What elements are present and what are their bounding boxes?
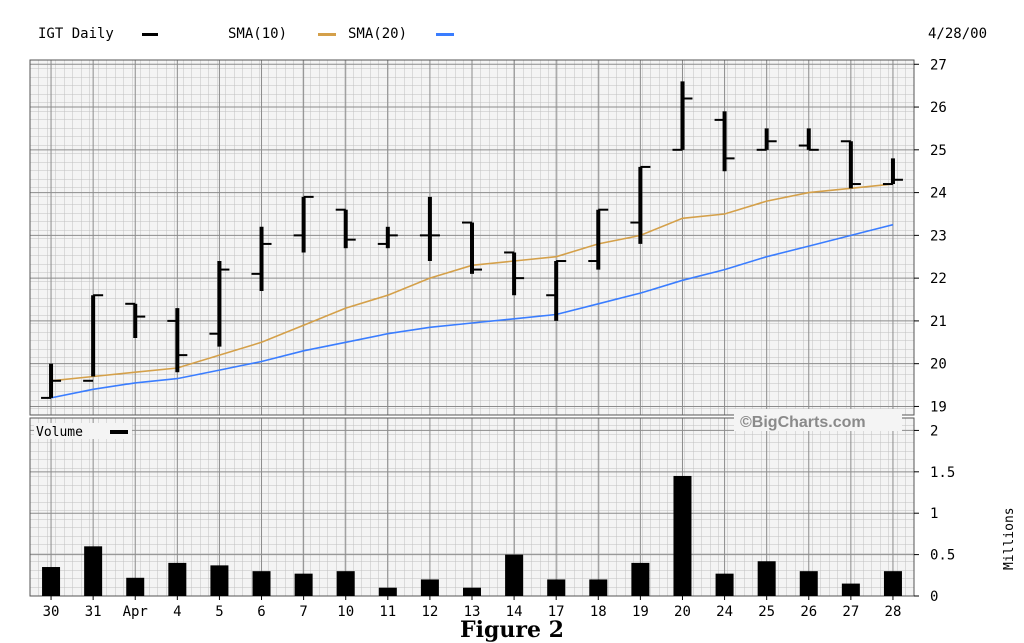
volume-bar bbox=[378, 587, 397, 596]
price-tick-label: 21 bbox=[930, 314, 947, 330]
x-tick-label: 4 bbox=[173, 604, 181, 620]
volume-bar bbox=[757, 561, 776, 596]
price-tick-label: 22 bbox=[930, 271, 947, 287]
volume-tick-label: 0.5 bbox=[930, 548, 955, 564]
x-tick-label: 7 bbox=[299, 604, 307, 620]
volume-bar bbox=[631, 562, 650, 596]
legend-volume-swatch bbox=[110, 430, 128, 434]
price-tick-label: 27 bbox=[930, 57, 947, 73]
price-tick-label: 23 bbox=[930, 228, 947, 244]
x-tick-label: 26 bbox=[800, 604, 817, 620]
price-axis-ticks: 27 26 25 24 23 22 21 20 19 bbox=[914, 57, 947, 415]
volume-bar bbox=[420, 579, 439, 596]
x-tick-label: 27 bbox=[842, 604, 859, 620]
volume-legend-background bbox=[34, 423, 132, 439]
price-tick-label: 19 bbox=[930, 399, 947, 415]
volume-tick-label: 2 bbox=[930, 423, 938, 439]
x-tick-label: 10 bbox=[337, 604, 354, 620]
x-tick-label: 13 bbox=[464, 604, 481, 620]
x-tick-label: 12 bbox=[421, 604, 438, 620]
volume-bar bbox=[210, 565, 229, 596]
volume-tick-label: 0 bbox=[930, 589, 938, 605]
x-tick-label: 25 bbox=[758, 604, 775, 620]
x-tick-label: 18 bbox=[590, 604, 607, 620]
volume-bar bbox=[547, 579, 566, 596]
chart-date: 4/28/00 bbox=[928, 26, 987, 42]
volume-axis-ticks: 2 1.5 1 0.5 0 bbox=[914, 423, 955, 605]
legend-igt-daily-swatch bbox=[142, 33, 158, 36]
x-tick-label: 20 bbox=[674, 604, 691, 620]
volume-unit-label: Millions bbox=[1002, 507, 1017, 570]
volume-tick-label: 1 bbox=[930, 506, 938, 522]
volume-bar bbox=[168, 562, 187, 596]
x-tick-label: Apr bbox=[123, 604, 148, 620]
volume-bar bbox=[463, 587, 481, 596]
volume-bar bbox=[336, 571, 355, 596]
x-axis-ticks: 30 31 Apr 4 5 6 7 10 11 12 13 14 17 18 19 20 24 25 26 27 28 bbox=[43, 596, 902, 620]
volume-bars bbox=[42, 475, 902, 596]
x-tick-label: 5 bbox=[215, 604, 223, 620]
x-tick-label: 14 bbox=[506, 604, 523, 620]
legend-igt-daily-label: IGT Daily bbox=[38, 26, 114, 42]
x-tick-label: 24 bbox=[716, 604, 733, 620]
sma-line-20 bbox=[50, 223, 894, 399]
legend-sma20-swatch bbox=[436, 33, 454, 36]
x-tick-label: 19 bbox=[632, 604, 649, 620]
volume-bar bbox=[126, 577, 145, 596]
volume-bar bbox=[84, 546, 103, 596]
x-tick-label: 17 bbox=[548, 604, 565, 620]
legend-volume-label: Volume bbox=[36, 425, 83, 440]
volume-bar bbox=[252, 571, 271, 596]
price-plot-frame bbox=[29, 59, 915, 416]
x-tick-label: 30 bbox=[43, 604, 60, 620]
price-tick-label: 24 bbox=[930, 186, 947, 202]
volume-tick-label: 1.5 bbox=[930, 465, 955, 481]
volume-bar bbox=[799, 571, 818, 596]
legend-sma10-label: SMA(10) bbox=[228, 26, 287, 42]
x-tick-label: 28 bbox=[885, 604, 902, 620]
volume-bar bbox=[294, 573, 313, 596]
price-tick-label: 26 bbox=[930, 100, 947, 116]
legend-sma10-swatch bbox=[318, 33, 336, 36]
volume-bar bbox=[42, 567, 61, 596]
x-tick-label: 11 bbox=[379, 604, 396, 620]
x-tick-label: 31 bbox=[85, 604, 102, 620]
x-tick-label: 6 bbox=[257, 604, 265, 620]
volume-bar bbox=[505, 554, 524, 596]
watermark-background bbox=[734, 409, 902, 431]
volume-bar bbox=[841, 583, 860, 596]
ohlc-bars bbox=[41, 81, 903, 399]
figure-caption: Figure 2 bbox=[460, 617, 564, 643]
volume-bar bbox=[715, 573, 734, 596]
legend-sma20-label: SMA(20) bbox=[348, 26, 407, 42]
price-tick-label: 25 bbox=[930, 143, 947, 159]
volume-bar bbox=[673, 475, 692, 596]
price-tick-label: 20 bbox=[930, 357, 947, 373]
volume-bar bbox=[883, 571, 902, 596]
volume-bar bbox=[589, 579, 608, 596]
watermark: ©BigCharts.com bbox=[740, 414, 866, 431]
